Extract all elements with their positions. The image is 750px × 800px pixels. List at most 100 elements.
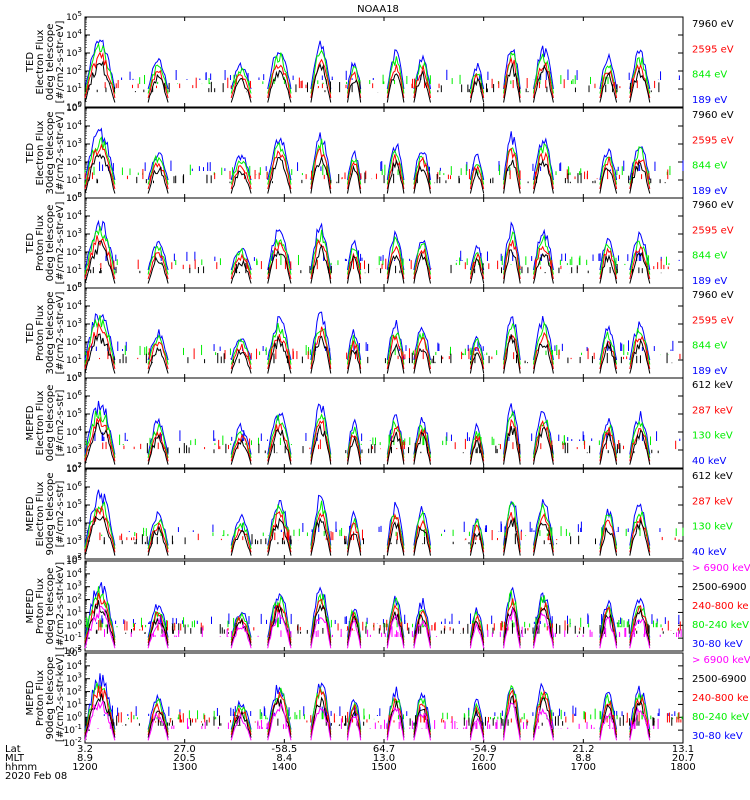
series-spikes-black <box>96 172 666 184</box>
x-row-label: Lat <box>5 744 21 755</box>
y-axis-title-line: Proton Flux <box>35 578 46 634</box>
x-tick-lat: 64.7 <box>373 744 395 755</box>
legend-entry: 7960 eV <box>692 290 734 301</box>
legend-entry: 240-800 ke <box>692 693 749 704</box>
y-tick-label: 105 <box>66 554 82 567</box>
y-tick-label: 100 <box>66 371 82 384</box>
series-line-black <box>84 693 651 738</box>
legend-entry: > 6900 keV <box>692 655 750 666</box>
y-tick-label: 104 <box>66 659 82 672</box>
series-spikes-blue <box>105 250 680 261</box>
legend-entry: 844 eV <box>692 70 727 81</box>
legend-entry: 30-80 keV <box>692 731 743 742</box>
legend-entry: 2500-6900 <box>692 582 747 593</box>
series-line-green <box>84 682 651 733</box>
legend-entry: 844 eV <box>692 251 727 262</box>
series-group <box>84 673 683 741</box>
y-tick-label: 102 <box>66 155 82 168</box>
series-group <box>84 219 680 284</box>
y-tick-label: 100 <box>66 281 82 294</box>
series-spikes-blue <box>87 160 684 171</box>
series-line-blue <box>84 219 651 271</box>
y-tick-label: 100 <box>66 191 82 204</box>
panel-5: 102 103 104 105 106 107 MEPED Electron Flux 0deg… <box>25 371 733 474</box>
legend-entry: 7960 eV <box>692 200 734 211</box>
legend-entry: 80-240 keV <box>692 712 749 723</box>
y-tick-label: 10-1 <box>64 631 82 644</box>
x-tick-lat: -58.5 <box>271 744 297 755</box>
series-group <box>84 311 681 374</box>
y-tick-label: 101 <box>66 697 82 710</box>
legend-entry: 612 keV <box>692 380 733 391</box>
x-tick-hhmm: 1700 <box>571 762 596 773</box>
panel-4: 100 101 102 103 104 105 TED Proton Flux 30deg te… <box>25 281 734 384</box>
chart-title: NOAA18 <box>357 4 399 15</box>
y-tick-label: 106 <box>66 480 82 493</box>
series-spikes-blue <box>94 430 681 441</box>
legend-entry: 30-80 keV <box>692 639 743 650</box>
panel-6: 102 103 104 105 106 107 MEPED Electron Flux 90de… <box>25 462 733 565</box>
panel-2: 100 101 102 103 104 105 TED Electron Flux 30deg … <box>25 101 734 204</box>
y-axis-title-line: 0deg telescope <box>45 24 56 101</box>
x-tick-hhmm: 1600 <box>471 762 496 773</box>
legend-entry: 7960 eV <box>692 110 734 121</box>
y-axis-title-line: TED <box>25 233 36 254</box>
series-line-red <box>84 685 651 736</box>
y-tick-label: 104 <box>66 425 82 438</box>
y-axis-title-line: 0deg telescope <box>45 568 56 645</box>
y-axis-title-line: MEPED <box>25 496 36 531</box>
series-spikes-red <box>87 77 656 89</box>
series-spikes-red <box>98 619 681 631</box>
panel-frame <box>84 468 684 560</box>
x-row-label: MLT <box>5 753 25 764</box>
series-group <box>84 127 684 194</box>
y-tick-label: 101 <box>66 82 82 95</box>
series-spikes-red <box>84 168 669 180</box>
y-tick-label: 105 <box>66 191 82 204</box>
x-tick-mlt: 8.4 <box>276 753 292 764</box>
legend-entry: 240-800 ke <box>692 601 749 612</box>
y-axis-title-line: 90deg telescope <box>45 656 56 739</box>
panel-frame <box>84 560 684 652</box>
x-tick-hhmm: 1500 <box>371 762 396 773</box>
y-axis-title-line: TED <box>25 323 36 344</box>
panel-1: 100 101 102 103 104 105 TED Electron Flux 0deg t… <box>25 10 734 113</box>
series-line-black <box>84 421 651 465</box>
legend-entry: 80-240 keV <box>692 620 749 631</box>
series-group <box>84 582 682 649</box>
x-tick-hhmm: 1800 <box>670 762 695 773</box>
series-line-red <box>84 505 651 553</box>
panel-frame <box>84 287 684 379</box>
series-spikes-black <box>113 352 673 364</box>
y-tick-label: 100 <box>66 710 82 723</box>
y-axis-title-line: [#/cm2-s-str-eV] <box>55 292 66 375</box>
panel-frame <box>84 197 684 289</box>
legend-entry: 2595 eV <box>692 315 734 326</box>
legend-entry: 287 keV <box>692 405 733 416</box>
y-tick-label: 103 <box>66 580 82 593</box>
y-tick-label: 101 <box>66 173 82 186</box>
legend-entry: 189 eV <box>692 366 727 377</box>
series-spikes-magenta <box>104 626 682 637</box>
y-axis-title-line: Electron Flux <box>35 120 46 185</box>
x-tick-mlt: 20.5 <box>174 753 196 764</box>
series-line-red <box>84 51 651 99</box>
y-axis-title-line: 90deg telescope <box>45 472 56 555</box>
y-tick-label: 103 <box>66 672 82 685</box>
series-spikes-green <box>84 164 671 176</box>
y-tick-label: 103 <box>66 443 82 456</box>
series-spikes-blue <box>86 521 661 532</box>
y-axis-title-line: [#/cm2-s-str-eV] <box>55 202 66 285</box>
y-tick-label: 10-2 <box>64 644 82 657</box>
y-axis-title-line: [#/cm2-s-str] <box>55 389 66 456</box>
y-tick-label: 106 <box>66 389 82 402</box>
legend-entry: 2595 eV <box>692 225 734 236</box>
legend-entry: 189 eV <box>692 276 727 287</box>
series-spikes-green <box>99 254 670 266</box>
y-axis-title-line: Proton Flux <box>35 215 46 271</box>
x-tick-mlt: 20.7 <box>672 753 694 764</box>
legend-entry: 7960 eV <box>692 19 734 30</box>
